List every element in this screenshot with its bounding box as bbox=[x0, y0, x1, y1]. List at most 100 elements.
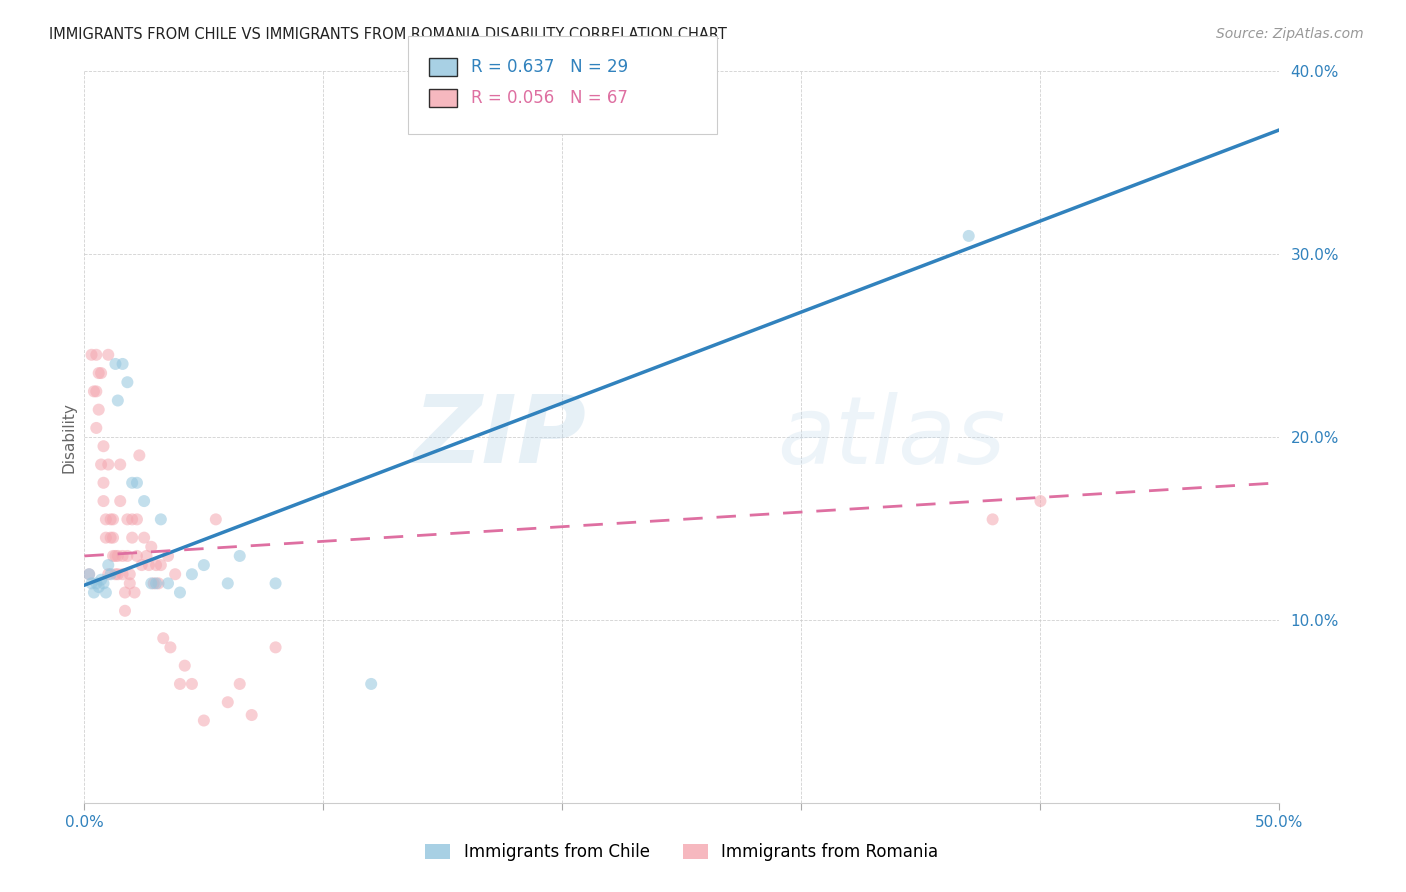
Point bbox=[87, 580, 110, 594]
Point bbox=[152, 632, 174, 646]
Point bbox=[111, 567, 134, 582]
Point bbox=[169, 677, 191, 691]
Point bbox=[86, 421, 108, 435]
Point bbox=[101, 549, 124, 563]
Point bbox=[149, 558, 172, 573]
Point bbox=[118, 576, 141, 591]
Point bbox=[157, 576, 180, 591]
Point bbox=[93, 475, 115, 490]
Point bbox=[83, 585, 105, 599]
Text: ZIP: ZIP bbox=[413, 391, 586, 483]
Point bbox=[94, 585, 117, 599]
Point bbox=[97, 558, 120, 573]
Point bbox=[86, 576, 108, 591]
Point bbox=[104, 549, 127, 563]
Point bbox=[110, 458, 132, 472]
Point bbox=[90, 573, 112, 587]
Point bbox=[181, 567, 204, 582]
Point bbox=[77, 567, 100, 582]
Point bbox=[159, 640, 181, 655]
Point bbox=[90, 366, 112, 380]
Point bbox=[107, 393, 129, 408]
Point bbox=[121, 475, 143, 490]
Point bbox=[87, 402, 110, 417]
Point bbox=[93, 576, 115, 591]
Point bbox=[90, 458, 112, 472]
Point bbox=[86, 348, 108, 362]
Point bbox=[101, 531, 124, 545]
Point bbox=[124, 585, 146, 599]
Point bbox=[135, 549, 157, 563]
Legend: Immigrants from Chile, Immigrants from Romania: Immigrants from Chile, Immigrants from R… bbox=[419, 837, 945, 868]
Point bbox=[77, 567, 100, 582]
Point bbox=[148, 576, 170, 591]
Point bbox=[93, 494, 115, 508]
Point bbox=[111, 549, 134, 563]
Point bbox=[117, 512, 139, 526]
Text: R = 0.056   N = 67: R = 0.056 N = 67 bbox=[471, 89, 628, 107]
Point bbox=[117, 549, 139, 563]
Point bbox=[149, 512, 172, 526]
Point bbox=[86, 384, 108, 399]
Text: R = 0.637   N = 29: R = 0.637 N = 29 bbox=[471, 58, 628, 76]
Point bbox=[101, 512, 124, 526]
Point bbox=[145, 558, 167, 573]
Text: IMMIGRANTS FROM CHILE VS IMMIGRANTS FROM ROMANIA DISABILITY CORRELATION CHART: IMMIGRANTS FROM CHILE VS IMMIGRANTS FROM… bbox=[49, 27, 727, 42]
Point bbox=[94, 512, 117, 526]
Point bbox=[87, 366, 110, 380]
Text: Source: ZipAtlas.com: Source: ZipAtlas.com bbox=[1216, 27, 1364, 41]
Point bbox=[229, 549, 252, 563]
Point bbox=[264, 576, 287, 591]
Point bbox=[107, 567, 129, 582]
Point bbox=[114, 604, 136, 618]
Point bbox=[181, 677, 204, 691]
Point bbox=[205, 512, 228, 526]
Point bbox=[193, 714, 215, 728]
Point bbox=[142, 576, 165, 591]
Point bbox=[132, 494, 156, 508]
Point bbox=[80, 348, 103, 362]
Point bbox=[117, 375, 139, 389]
Point bbox=[125, 512, 148, 526]
Point bbox=[957, 229, 980, 244]
Point bbox=[138, 558, 160, 573]
Point bbox=[100, 512, 122, 526]
Point bbox=[100, 567, 122, 582]
Point bbox=[94, 531, 117, 545]
Point bbox=[97, 458, 120, 472]
Point bbox=[132, 531, 156, 545]
Point bbox=[157, 549, 180, 563]
Point bbox=[121, 531, 143, 545]
Point bbox=[107, 549, 129, 563]
Point bbox=[125, 475, 148, 490]
Point bbox=[111, 357, 134, 371]
Y-axis label: Disability: Disability bbox=[60, 401, 76, 473]
Point bbox=[173, 658, 195, 673]
Point bbox=[169, 585, 191, 599]
Point bbox=[97, 348, 120, 362]
Point bbox=[131, 558, 153, 573]
Point bbox=[80, 576, 103, 591]
Point bbox=[264, 640, 287, 655]
Point bbox=[229, 677, 252, 691]
Point bbox=[121, 512, 143, 526]
Point bbox=[128, 448, 150, 462]
Point bbox=[104, 567, 127, 582]
Point bbox=[240, 708, 263, 723]
Point bbox=[93, 439, 115, 453]
Point bbox=[217, 695, 239, 709]
Text: atlas: atlas bbox=[778, 392, 1005, 483]
Point bbox=[360, 677, 382, 691]
Point bbox=[193, 558, 215, 573]
Point bbox=[110, 494, 132, 508]
Point bbox=[217, 576, 239, 591]
Point bbox=[141, 576, 163, 591]
Point bbox=[118, 567, 141, 582]
Point bbox=[100, 531, 122, 545]
Point bbox=[981, 512, 1004, 526]
Point bbox=[104, 357, 127, 371]
Point bbox=[145, 576, 167, 591]
Point bbox=[125, 549, 148, 563]
Point bbox=[141, 540, 163, 554]
Point bbox=[165, 567, 187, 582]
